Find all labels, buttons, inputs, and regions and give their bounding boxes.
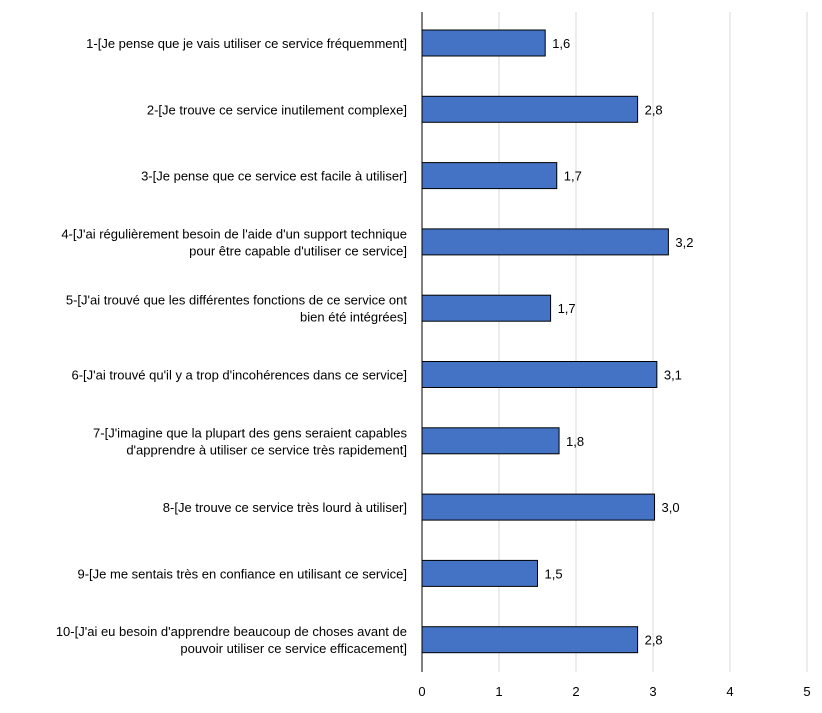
category-label-10-line-1: 10-[J'ai eu besoin d'apprendre beaucoup … <box>56 624 407 639</box>
bars <box>421 29 669 654</box>
category-label-6: 6-[J'ai trouvé qu'il y a trop d'incohére… <box>71 368 407 383</box>
category-label-7-line-1: 7-[J'imagine que la plupart des gens ser… <box>93 425 407 440</box>
category-label-5: 5-[J'ai trouvé que les différentes fonct… <box>66 293 408 325</box>
data-label-9: 1,5 <box>545 566 563 581</box>
category-label-4-line-2: pour être capable d'utiliser ce service] <box>189 243 407 258</box>
data-label-7: 1,8 <box>566 434 584 449</box>
category-label-2: 2-[Je trouve ce service inutilement comp… <box>147 102 407 117</box>
category-label-3-line-1: 3-[Je pense que ce service est facile à … <box>141 169 407 184</box>
x-tick-labels: 0 1 2 3 4 5 <box>418 684 810 699</box>
x-tick-label-5: 5 <box>803 684 810 699</box>
category-label-1: 1-[Je pense que je vais utiliser ce serv… <box>86 36 407 51</box>
data-label-1: 1,6 <box>552 36 570 51</box>
bar-10 <box>421 626 639 654</box>
data-label-2: 2,8 <box>645 102 663 117</box>
bar-8 <box>421 493 656 521</box>
category-label-10: 10-[J'ai eu besoin d'apprendre beaucoup … <box>56 624 407 656</box>
category-label-9-line-1: 9-[Je me sentais très en confiance en ut… <box>78 566 408 581</box>
data-label-3: 1,7 <box>564 169 582 184</box>
bar-6 <box>421 361 658 388</box>
category-label-4: 4-[J'ai régulièrement besoin de l'aide d… <box>61 226 407 258</box>
category-label-4-line-1: 4-[J'ai régulièrement besoin de l'aide d… <box>61 226 407 241</box>
category-label-1-line-1: 1-[Je pense que je vais utiliser ce serv… <box>86 36 407 51</box>
category-label-6-line-1: 6-[J'ai trouvé qu'il y a trop d'incohére… <box>71 368 407 383</box>
category-label-2-line-1: 2-[Je trouve ce service inutilement comp… <box>147 102 407 117</box>
data-label-5: 1,7 <box>558 301 576 316</box>
category-label-7: 7-[J'imagine que la plupart des gens ser… <box>93 425 407 457</box>
x-tick-label-1: 1 <box>495 684 502 699</box>
category-label-5-line-2: bien été intégrées] <box>300 310 407 325</box>
data-label-8: 3,0 <box>662 500 680 515</box>
x-tick-label-3: 3 <box>649 684 656 699</box>
bar-1 <box>421 29 546 57</box>
category-labels: 1-[Je pense que je vais utiliser ce serv… <box>56 36 408 656</box>
category-label-10-line-2: pouvoir utiliser ce service efficacement… <box>180 641 407 656</box>
category-label-9: 9-[Je me sentais très en confiance en ut… <box>78 566 408 581</box>
data-label-10: 2,8 <box>645 633 663 648</box>
x-tick-label-2: 2 <box>572 684 579 699</box>
category-label-3: 3-[Je pense que ce service est facile à … <box>141 169 407 184</box>
bar-7 <box>421 427 560 455</box>
bar-2 <box>421 95 639 123</box>
data-label-6: 3,1 <box>664 368 682 383</box>
bar-3 <box>421 162 558 190</box>
x-tick-label-0: 0 <box>418 684 425 699</box>
data-labels: 1,6 2,8 1,7 3,2 1,7 3,1 1,8 3,0 1,5 2,8 <box>545 36 694 648</box>
category-label-5-line-1: 5-[J'ai trouvé que les différentes fonct… <box>66 293 408 308</box>
bar-5 <box>421 294 552 322</box>
category-label-8-line-1: 8-[Je trouve ce service très lourd à uti… <box>163 500 407 515</box>
category-label-7-line-2: d'apprendre à utiliser ce service très r… <box>126 442 407 457</box>
bar-4 <box>421 228 669 256</box>
x-tick-label-4: 4 <box>726 684 733 699</box>
category-label-8: 8-[Je trouve ce service très lourd à uti… <box>163 500 407 515</box>
data-label-4: 3,2 <box>675 235 693 250</box>
bar-9 <box>421 559 538 587</box>
